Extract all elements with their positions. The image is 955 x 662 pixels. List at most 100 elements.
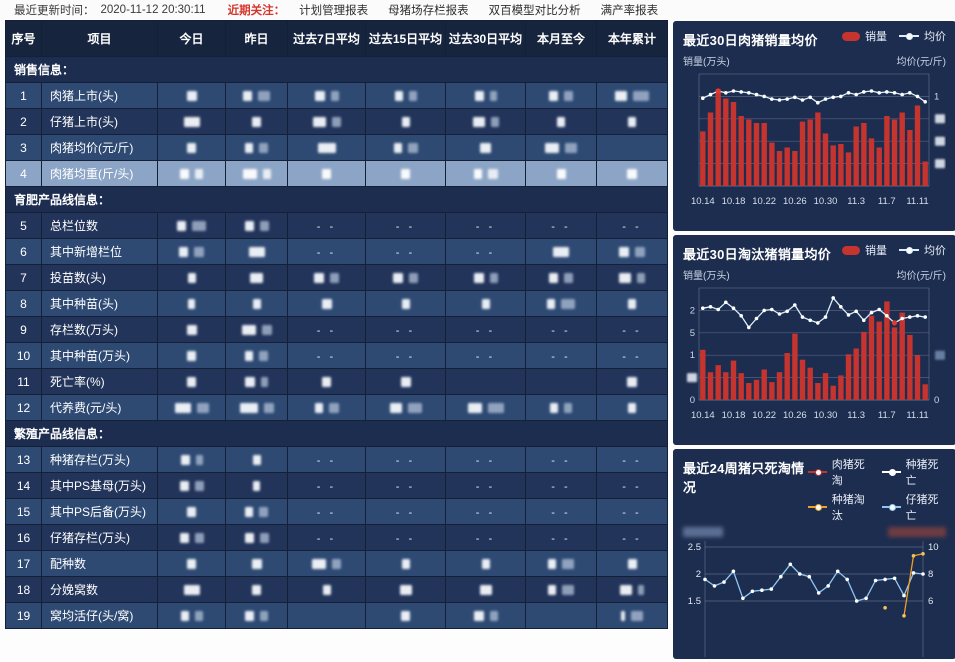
no-data-marker: - - [475, 480, 496, 493]
section-title: 销售信息： [5, 56, 668, 83]
row-number: 10 [5, 342, 42, 369]
redacted-value-block [627, 377, 637, 388]
redacted-value-block [174, 403, 191, 414]
redacted-value-block [250, 273, 263, 284]
redacted-value-block [245, 611, 254, 622]
no-data-marker: - - [551, 324, 571, 337]
menu-item-计划管理报表[interactable]: 计划管理报表 [299, 4, 369, 17]
legend-label: 销量 [865, 31, 887, 43]
redacted-value-block [194, 533, 204, 544]
table-row-5[interactable]: 5 总栏位数 - - - - - - - - - - [5, 212, 668, 239]
table-row-1[interactable]: 1 肉猪上市(头) [5, 82, 668, 109]
no-data-marker: - - [475, 532, 496, 545]
row-item-name: 投苗数(头) [41, 264, 158, 291]
value-cell [225, 446, 288, 473]
legend-item-种猪淘汰[interactable]: 种猪淘汰 [808, 491, 872, 523]
table-row-17[interactable]: 17 配种数 [5, 550, 668, 577]
menu-item-满产率报表[interactable]: 满产率报表 [600, 4, 659, 17]
redacted-value-block [179, 533, 189, 544]
legend-item-销量[interactable]: 销量 [842, 242, 887, 258]
value-cell [157, 160, 226, 187]
table-row-15[interactable]: 15 其中PS后备(万头) - - - - - - - - - - [5, 498, 668, 525]
legend-item-均价[interactable]: 均价 [899, 28, 946, 44]
redacted-value-block [627, 559, 637, 570]
legend-item-均价[interactable]: 均价 [899, 242, 946, 258]
menu-item-母猪场存栏报表[interactable]: 母猪场存栏报表 [388, 4, 469, 17]
table-row-8[interactable]: 8 其中种苗(头) [5, 290, 668, 317]
redacted-value-block [473, 611, 484, 622]
no-data-marker: - - [316, 532, 337, 545]
value-cell [225, 368, 288, 395]
table-row-14[interactable]: 14 其中PS基母(万头) - - - - - - - - - - [5, 472, 668, 499]
row-number: 2 [5, 108, 42, 135]
value-cell [157, 524, 226, 551]
row-number: 7 [5, 264, 42, 291]
value-cell: - - [287, 238, 366, 265]
value-cell: - - [525, 342, 597, 369]
row-number: 9 [5, 316, 42, 343]
svg-text:10.22: 10.22 [752, 410, 776, 421]
table-row-18[interactable]: 18 分娩窝数 [5, 576, 668, 603]
svg-text:11.7: 11.7 [878, 196, 896, 207]
section-header-row: 销售信息： [5, 56, 668, 83]
redacted-value-block [188, 299, 195, 310]
axis-labels-row: 销量(万头) 均价(元/斤) [683, 267, 946, 282]
value-cell: - - [287, 316, 366, 343]
redacted-value-block [194, 247, 204, 258]
value-cell [365, 576, 446, 603]
table-row-3[interactable]: 3 肉猪均价(元/斤) [5, 134, 668, 161]
value-cell [525, 290, 597, 317]
svg-text:2.5: 2.5 [688, 542, 701, 553]
value-cell [225, 82, 288, 109]
redacted-value-block [619, 273, 631, 284]
redacted-value-block [548, 585, 556, 596]
y-right-axis-label: 均价(元/斤) [896, 271, 946, 282]
table-row-6[interactable]: 6 其中新增栏位 - - - - - - [5, 238, 668, 265]
table-row-2[interactable]: 2 仔猪上市(头) [5, 108, 668, 135]
svg-text:1: 1 [934, 91, 939, 102]
table-row-10[interactable]: 10 其中种苗(万头) - - - - - - - - - - [5, 342, 668, 369]
legend-item-仔猪死亡[interactable]: 仔猪死亡 [882, 491, 946, 523]
redacted-value-block [179, 481, 189, 492]
value-cell [287, 82, 366, 109]
value-cell: - - [287, 498, 366, 525]
row-item-name: 其中PS后备(万头) [41, 498, 158, 525]
legend-label: 肉猪死淘 [831, 459, 865, 487]
svg-text:0: 0 [934, 395, 939, 406]
table-row-11[interactable]: 11 死亡率(%) [5, 368, 668, 395]
table-row-9[interactable]: 9 存栏数(万头) - - - - - - - - - - [5, 316, 668, 343]
legend-item-肉猪死淘[interactable]: 肉猪死淘 [808, 456, 872, 488]
row-item-name: 肉猪均重(斤/头) [41, 160, 158, 187]
value-cell [225, 264, 288, 291]
no-data-marker: - - [395, 324, 416, 337]
redacted-value-block [196, 403, 209, 414]
no-data-marker: - - [316, 324, 337, 337]
redacted-value-block [553, 247, 569, 258]
redacted-value-block [187, 143, 196, 154]
redacted-value-block [637, 273, 645, 284]
redacted-value-block [627, 169, 637, 180]
no-data-marker: - - [551, 350, 571, 363]
table-row-4[interactable]: 4 肉猪均重(斤/头) [5, 160, 668, 187]
legend-item-种猪死亡[interactable]: 种猪死亡 [882, 456, 946, 488]
svg-text:10.18: 10.18 [722, 410, 746, 421]
value-cell [365, 108, 446, 135]
redacted-value-block [473, 273, 484, 284]
redacted-value-block [631, 611, 643, 622]
table-row-19[interactable]: 19 窝均活仔(头/窝) [5, 602, 668, 629]
value-cell: - - [596, 316, 668, 343]
table-row-12[interactable]: 12 代养费(元/头) [5, 394, 668, 421]
table-row-7[interactable]: 7 投苗数(头) [5, 264, 668, 291]
table-row-16[interactable]: 16 仔猪存栏(万头) - - - - - - - - - - [5, 524, 668, 551]
redacted-value-block [330, 91, 339, 102]
no-data-marker: - - [622, 532, 642, 545]
legend-item-销量[interactable]: 销量 [842, 28, 887, 44]
charts-panel: 最近30日肉猪销量均价 销量 均价 销量(万头) 均价(元/斤) 1 10.14 10.18 1… [673, 20, 955, 659]
redacted-value-block [179, 247, 188, 258]
menu-item-双百模型对比分析[interactable]: 双百模型对比分析 [488, 4, 581, 17]
value-cell [287, 264, 366, 291]
table-row-13[interactable]: 13 种猪存栏(万头) - - - - - - - - - - [5, 446, 668, 473]
redacted-value-block [332, 559, 341, 570]
value-cell [287, 394, 366, 421]
value-cell: - - [596, 212, 668, 239]
